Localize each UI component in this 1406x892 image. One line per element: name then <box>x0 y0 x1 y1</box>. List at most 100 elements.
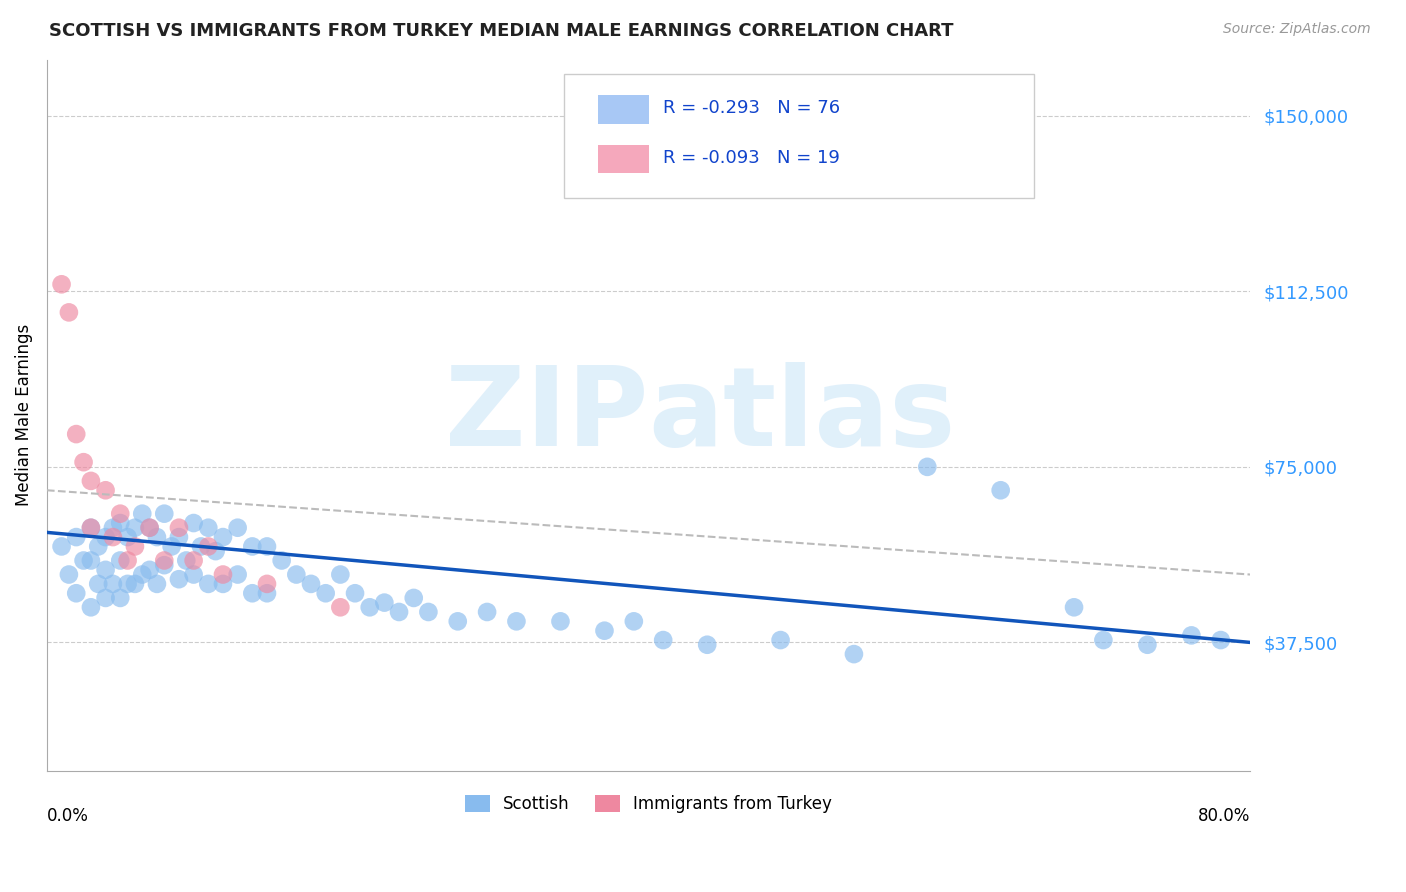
Point <box>329 567 352 582</box>
Point <box>593 624 616 638</box>
Point <box>256 586 278 600</box>
Point <box>80 553 103 567</box>
Point <box>174 553 197 567</box>
Point <box>212 567 235 582</box>
Point <box>212 530 235 544</box>
Text: SCOTTISH VS IMMIGRANTS FROM TURKEY MEDIAN MALE EARNINGS CORRELATION CHART: SCOTTISH VS IMMIGRANTS FROM TURKEY MEDIA… <box>49 22 953 40</box>
Point <box>124 577 146 591</box>
Point <box>769 633 792 648</box>
Point <box>1180 628 1202 642</box>
Point <box>167 530 190 544</box>
Point <box>388 605 411 619</box>
Point <box>110 553 132 567</box>
Point <box>72 553 94 567</box>
FancyBboxPatch shape <box>564 74 1033 198</box>
Point <box>72 455 94 469</box>
Point <box>344 586 367 600</box>
Point <box>94 530 117 544</box>
Point <box>402 591 425 605</box>
Point <box>160 540 183 554</box>
Point <box>240 586 263 600</box>
Point <box>183 553 205 567</box>
Point <box>1209 633 1232 648</box>
Point <box>117 530 139 544</box>
Point <box>110 591 132 605</box>
Point <box>101 577 124 591</box>
Point <box>505 615 527 629</box>
Point <box>138 521 160 535</box>
Point <box>256 540 278 554</box>
Point <box>94 591 117 605</box>
Point <box>94 483 117 498</box>
Point <box>167 521 190 535</box>
Legend: Scottish, Immigrants from Turkey: Scottish, Immigrants from Turkey <box>458 789 839 820</box>
Text: 0.0%: 0.0% <box>46 806 89 825</box>
Point <box>270 553 292 567</box>
Point <box>197 577 219 591</box>
Point <box>226 567 249 582</box>
Point <box>146 577 169 591</box>
Point <box>117 553 139 567</box>
Point <box>58 567 80 582</box>
Point <box>240 540 263 554</box>
Point <box>101 530 124 544</box>
Text: atlas: atlas <box>648 362 956 469</box>
Point <box>373 596 395 610</box>
Point <box>447 615 470 629</box>
Point <box>87 577 110 591</box>
Point <box>212 577 235 591</box>
Point <box>80 521 103 535</box>
Point <box>131 567 153 582</box>
Point <box>204 544 226 558</box>
Point <box>652 633 675 648</box>
Point <box>131 507 153 521</box>
Point <box>51 277 73 292</box>
Point <box>124 521 146 535</box>
Point <box>94 563 117 577</box>
Point <box>153 558 176 573</box>
Point <box>65 530 87 544</box>
Point <box>58 305 80 319</box>
Point <box>138 521 160 535</box>
Point <box>1092 633 1115 648</box>
Point <box>110 507 132 521</box>
Point <box>1136 638 1159 652</box>
Point <box>153 507 176 521</box>
Point <box>65 586 87 600</box>
Text: Source: ZipAtlas.com: Source: ZipAtlas.com <box>1223 22 1371 37</box>
Point <box>51 540 73 554</box>
Point <box>329 600 352 615</box>
Point <box>285 567 308 582</box>
Point <box>110 516 132 530</box>
Point <box>101 521 124 535</box>
Text: 80.0%: 80.0% <box>1198 806 1250 825</box>
Text: ZIP: ZIP <box>446 362 648 469</box>
Text: R = -0.093   N = 19: R = -0.093 N = 19 <box>664 149 839 167</box>
Point <box>183 516 205 530</box>
Text: R = -0.293   N = 76: R = -0.293 N = 76 <box>664 99 839 117</box>
Point <box>80 521 103 535</box>
Point <box>167 572 190 586</box>
FancyBboxPatch shape <box>598 95 648 124</box>
Point <box>418 605 440 619</box>
Point <box>696 638 718 652</box>
Point <box>138 563 160 577</box>
Point <box>146 530 169 544</box>
Point <box>124 540 146 554</box>
FancyBboxPatch shape <box>598 145 648 173</box>
Point <box>990 483 1012 498</box>
Point <box>226 521 249 535</box>
Point <box>197 521 219 535</box>
Point <box>1063 600 1085 615</box>
Point <box>87 540 110 554</box>
Point <box>917 459 939 474</box>
Point <box>475 605 498 619</box>
Point <box>190 540 212 554</box>
Point <box>117 577 139 591</box>
Point <box>197 540 219 554</box>
Point <box>299 577 322 591</box>
Y-axis label: Median Male Earnings: Median Male Earnings <box>15 325 32 507</box>
Point <box>80 600 103 615</box>
Point <box>623 615 645 629</box>
Point <box>256 577 278 591</box>
